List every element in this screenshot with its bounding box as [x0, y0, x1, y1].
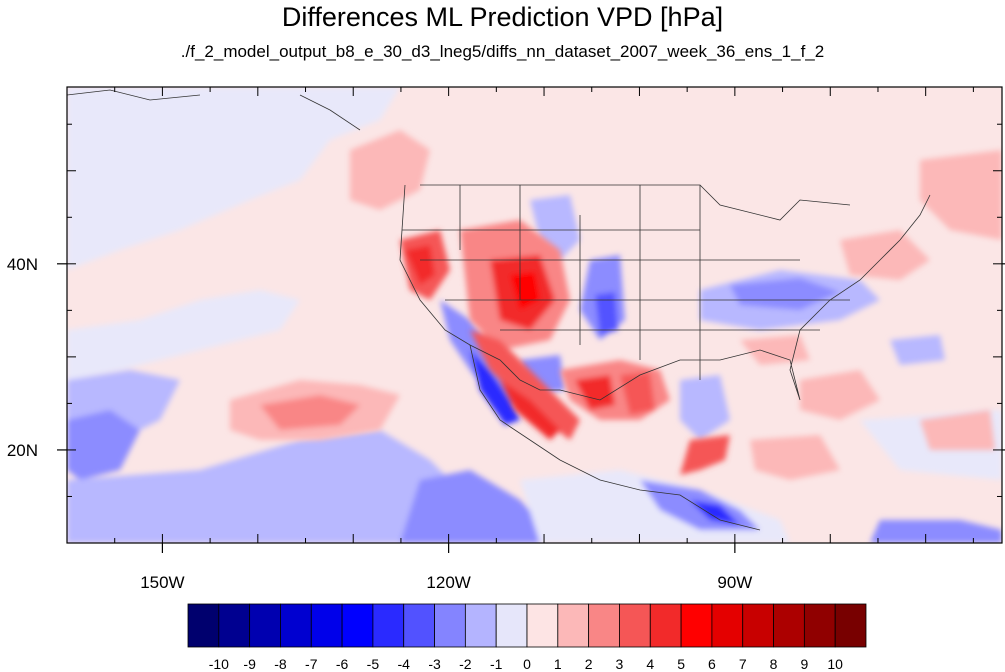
colorbar-label: 6: [708, 656, 716, 672]
colorbar-label: -5: [367, 656, 380, 672]
colorbar-label: 2: [585, 656, 593, 672]
colorbar-swatch: [803, 603, 836, 648]
map-title: Differences ML Prediction VPD [hPa]: [281, 2, 724, 32]
colorbar-swatch: [588, 603, 620, 648]
colorbar-swatch: [434, 603, 466, 648]
difference-field: [67, 87, 1002, 543]
colorbar-label: 9: [800, 656, 808, 672]
colorbar-label: -1: [490, 656, 503, 672]
y-tick-label: 40N: [7, 255, 38, 274]
colorbar-label: 8: [770, 656, 778, 672]
colorbar-swatch: [372, 603, 405, 648]
colorbar-swatch: [341, 603, 374, 648]
colorbar-label: 3: [616, 656, 624, 672]
colorbar-label: -6: [336, 656, 349, 672]
colorbar-swatch: [773, 603, 805, 648]
colorbar-swatch: [619, 603, 651, 648]
colorbar-swatch: [464, 603, 497, 648]
map-frame: [66, 86, 1003, 544]
map-subtitle: ./f_2_model_output_b8_e_30_d3_lneg5/diff…: [180, 42, 825, 61]
colorbar-label: -10: [209, 656, 229, 672]
y-tick-label: 20N: [7, 441, 38, 460]
colorbar-swatch: [680, 603, 713, 648]
colorbar-swatch: [834, 603, 867, 648]
x-tick-label: 150W: [140, 573, 184, 592]
colorbar-swatch: [403, 603, 435, 648]
colorbar-label: 7: [739, 656, 747, 672]
colorbar-swatch: [711, 603, 744, 648]
colorbar-label: -8: [274, 656, 287, 672]
colorbar-label: -7: [305, 656, 318, 672]
colorbar-swatch: [649, 603, 682, 648]
colorbar-swatch: [557, 603, 590, 648]
colorbar-label: -4: [398, 656, 411, 672]
colorbar-swatch: [280, 603, 312, 648]
colorbar: -10 -9 -8 -7 -6 -5 -4 -3 -2 -1 0 1 2 3 4 5 6 7 8 9 10: [187, 603, 867, 672]
colorbar-label: 1: [554, 656, 562, 672]
colorbar-swatch: [526, 603, 559, 648]
colorbar-swatch: [249, 603, 281, 648]
colorbar-label: -9: [243, 656, 256, 672]
colorbar-swatch: [310, 603, 343, 648]
boundaries: [67, 89, 931, 531]
colorbar-label: 0: [523, 656, 531, 672]
colorbar-swatch: [187, 603, 220, 648]
colorbar-label: -3: [428, 656, 441, 672]
axis-tick-labels: 150W 120W 90W 40N 20N: [7, 255, 753, 592]
colorbar-swatch: [742, 603, 774, 648]
colorbar-swatch: [495, 603, 528, 648]
colorbar-label: 10: [827, 656, 843, 672]
x-tick-label: 120W: [426, 573, 470, 592]
colorbar-label: 4: [646, 656, 654, 672]
axis-ticks: [57, 87, 1005, 553]
x-tick-label: 90W: [717, 573, 752, 592]
colorbar-label: -2: [459, 656, 472, 672]
colorbar-label: 5: [677, 656, 685, 672]
colorbar-swatch: [218, 603, 251, 648]
